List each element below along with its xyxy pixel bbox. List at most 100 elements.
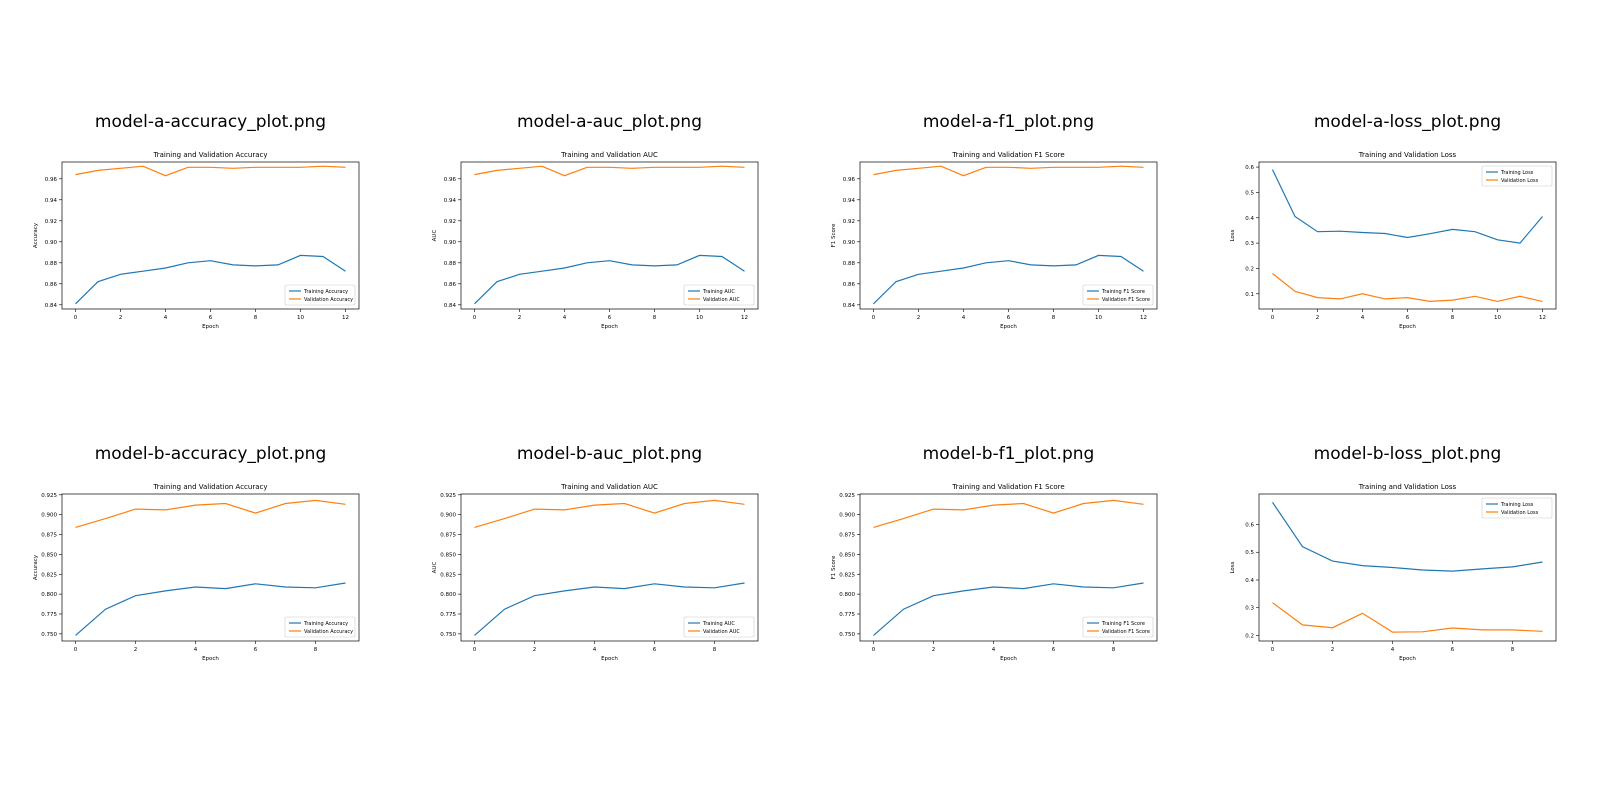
series-line-validation [1272,273,1543,303]
y-tick-label: 0.3 [1245,241,1254,247]
line-chart: Training and Validation Accuracy 0 2 4 6 8 10 1… [33,151,360,330]
series-line-training [75,582,346,636]
y-tick-label: 0.96 [843,177,856,183]
series-line-validation [873,165,1144,177]
x-tick-label: 0 [74,315,78,321]
chart-title: Training and Validation Accuracy [153,483,268,491]
y-tick-label: 0.94 [843,198,856,204]
legend: Training AUC Validation AUC [683,616,755,638]
y-tick-label: 0.84 [444,303,457,309]
x-tick-label: 2 [518,315,522,321]
y-axis-label: Loss [1230,561,1236,573]
x-tick-label: 8 [1112,647,1116,653]
x-axis-label: Epoch [1000,324,1017,330]
chart-title: Training and Validation F1 Score [951,483,1064,491]
x-tick-label: 4 [1391,647,1395,653]
panel-file-label: model-a-accuracy_plot.png [94,112,327,132]
legend-entry: Training Loss [1500,170,1534,176]
x-axis-label: Epoch [1000,656,1017,662]
legend-box [1481,165,1553,187]
y-tick-label: 0.4 [1245,578,1254,584]
y-tick-label: 0.88 [843,261,856,267]
x-axis-label: Epoch [202,656,219,662]
x-tick-label: 2 [917,315,921,321]
series-line-training [1272,501,1543,572]
series-line-validation [474,499,745,528]
line-chart: Training and Validation Loss 0 2 4 6 8 10 12 0.1… [1230,151,1557,330]
plot-frame [859,493,1158,642]
y-axis-label: AUC [432,230,438,242]
legend-entry: Validation Loss [1501,510,1539,516]
x-tick-label: 4 [593,647,597,653]
x-tick-label: 0 [473,315,477,321]
y-tick-label: 0.800 [41,592,57,598]
y-tick-label: 0.92 [444,219,456,225]
series-line-training [474,254,745,305]
panel-file-label: model-b-f1_plot.png [922,444,1095,464]
legend-entry: Validation F1 Score [1102,297,1150,303]
x-tick-label: 6 [209,315,213,321]
x-tick-label: 4 [563,315,567,321]
legend-entry: Training AUC [702,289,735,295]
x-axis-label: Epoch [601,324,618,330]
line-chart: Training and Validation AUC 0 2 4 6 8 10 12 0.84… [432,151,759,330]
y-tick-label: 0.90 [843,240,856,246]
y-tick-label: 0.925 [440,493,456,499]
x-tick-label: 4 [962,315,966,321]
y-axis-label: Loss [1230,229,1236,241]
x-tick-label: 8 [314,647,318,653]
x-tick-label: 12 [342,315,349,321]
y-tick-label: 0.850 [440,552,456,558]
legend-entry: Training F1 Score [1101,289,1145,295]
legend: Training Accuracy Validation Accuracy [284,284,356,306]
x-tick-label: 6 [1052,647,1056,653]
x-tick-label: 8 [254,315,258,321]
y-tick-label: 0.4 [1245,216,1254,222]
chart-title: Training and Validation AUC [560,483,658,491]
legend-entry: Validation Loss [1501,178,1539,184]
chart-title: Training and Validation Loss [1358,151,1457,159]
y-tick-label: 0.2 [1245,266,1254,272]
legend: Training Accuracy Validation Accuracy [284,616,356,638]
y-tick-label: 0.96 [444,177,457,183]
x-tick-label: 2 [134,647,138,653]
legend-box [284,284,356,306]
y-tick-label: 0.875 [41,533,57,539]
x-axis-label: Epoch [202,324,219,330]
line-chart: Training and Validation Loss 0 2 4 6 8 0.2 0.3 0… [1230,483,1557,662]
x-tick-label: 8 [713,647,717,653]
y-axis-label: F1 Score [831,223,837,247]
series-line-training [474,582,745,636]
y-tick-label: 0.925 [41,493,57,499]
line-chart: Training and Validation Accuracy 0 2 4 6 8 0.7… [33,483,360,662]
x-axis-label: Epoch [1399,324,1416,330]
y-tick-label: 0.90 [45,240,58,246]
chart-title: Training and Validation Accuracy [153,151,268,159]
x-tick-label: 8 [1451,315,1455,321]
x-tick-label: 12 [1140,315,1147,321]
x-tick-label: 6 [1007,315,1011,321]
x-tick-label: 0 [473,647,477,653]
legend-box [284,616,356,638]
y-axis-label: AUC [432,562,438,574]
y-tick-label: 0.5 [1245,550,1254,556]
x-tick-label: 8 [1052,315,1056,321]
y-tick-label: 0.750 [839,632,855,638]
legend-entry: Training AUC [702,621,735,627]
x-tick-label: 2 [119,315,123,321]
x-tick-label: 10 [696,315,703,321]
legend-box [683,616,755,638]
y-tick-label: 0.5 [1245,190,1254,196]
series-line-training [75,254,346,305]
plot-frame [61,493,360,642]
y-tick-label: 0.96 [45,177,58,183]
x-tick-label: 2 [1331,647,1335,653]
x-tick-label: 4 [992,647,996,653]
y-tick-label: 0.3 [1245,606,1254,612]
y-tick-label: 0.92 [843,219,855,225]
x-tick-label: 0 [1271,315,1275,321]
x-tick-label: 4 [194,647,198,653]
line-chart: Training and Validation AUC 0 2 4 6 8 0.750 0.7… [432,483,759,662]
legend-entry: Validation Accuracy [304,297,353,303]
legend-entry: Validation F1 Score [1102,629,1150,635]
